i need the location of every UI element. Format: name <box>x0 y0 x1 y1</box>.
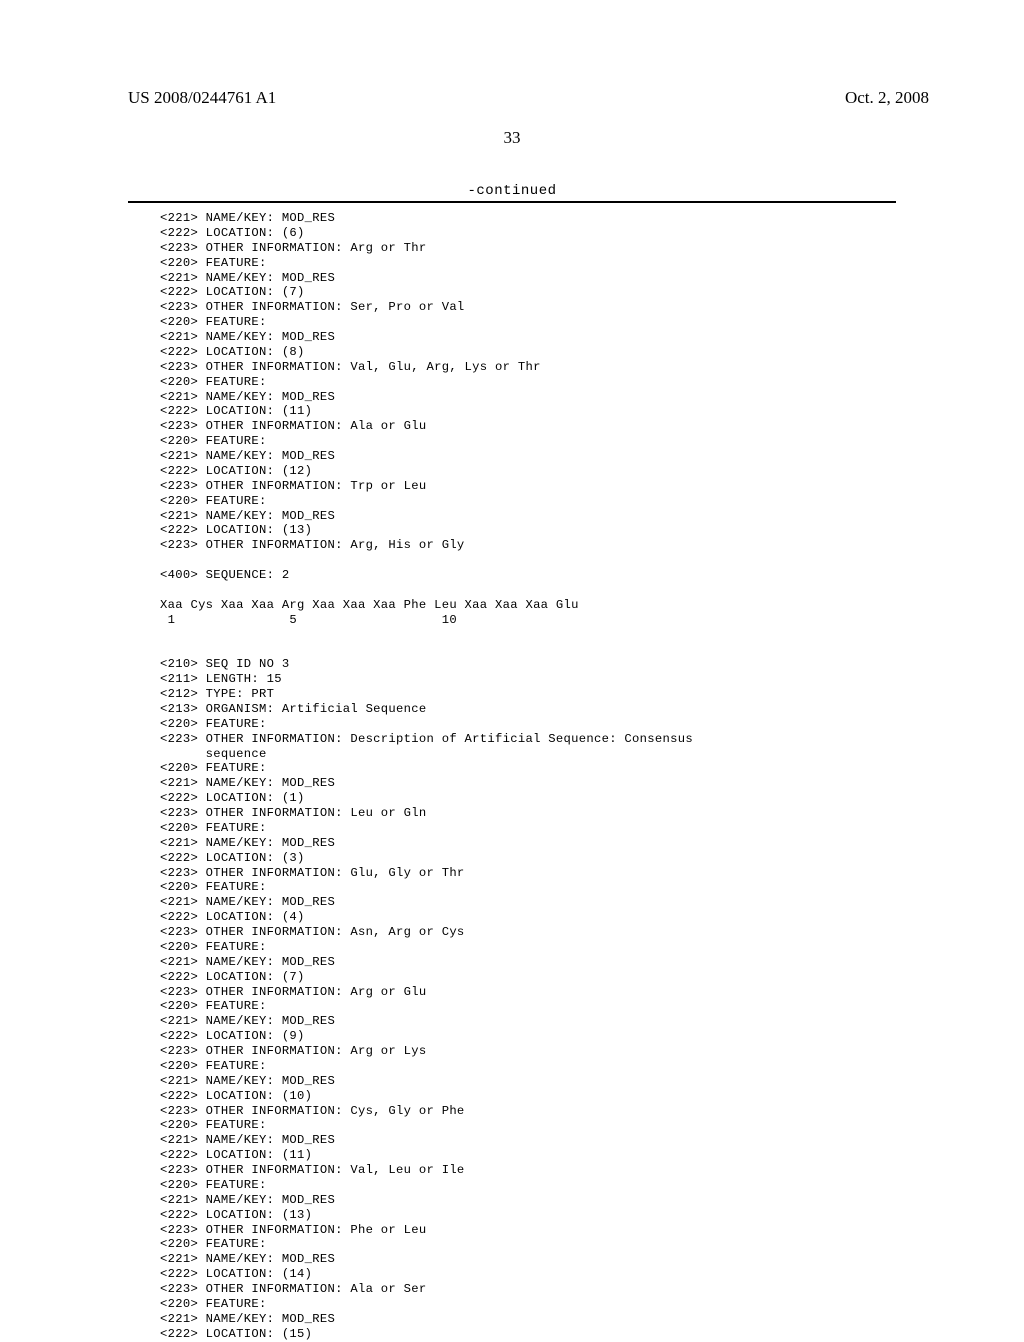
publication-number: US 2008/0244761 A1 <box>128 88 276 108</box>
page-number: 33 <box>0 128 1024 148</box>
publication-date: Oct. 2, 2008 <box>845 88 929 108</box>
continued-section: -continued <box>128 183 896 203</box>
sequence-listing: <221> NAME/KEY: MOD_RES <222> LOCATION: … <box>160 211 896 1342</box>
document-header: US 2008/0244761 A1 Oct. 2, 2008 <box>0 0 1024 108</box>
divider-line <box>128 201 896 203</box>
continued-label: -continued <box>128 183 896 199</box>
